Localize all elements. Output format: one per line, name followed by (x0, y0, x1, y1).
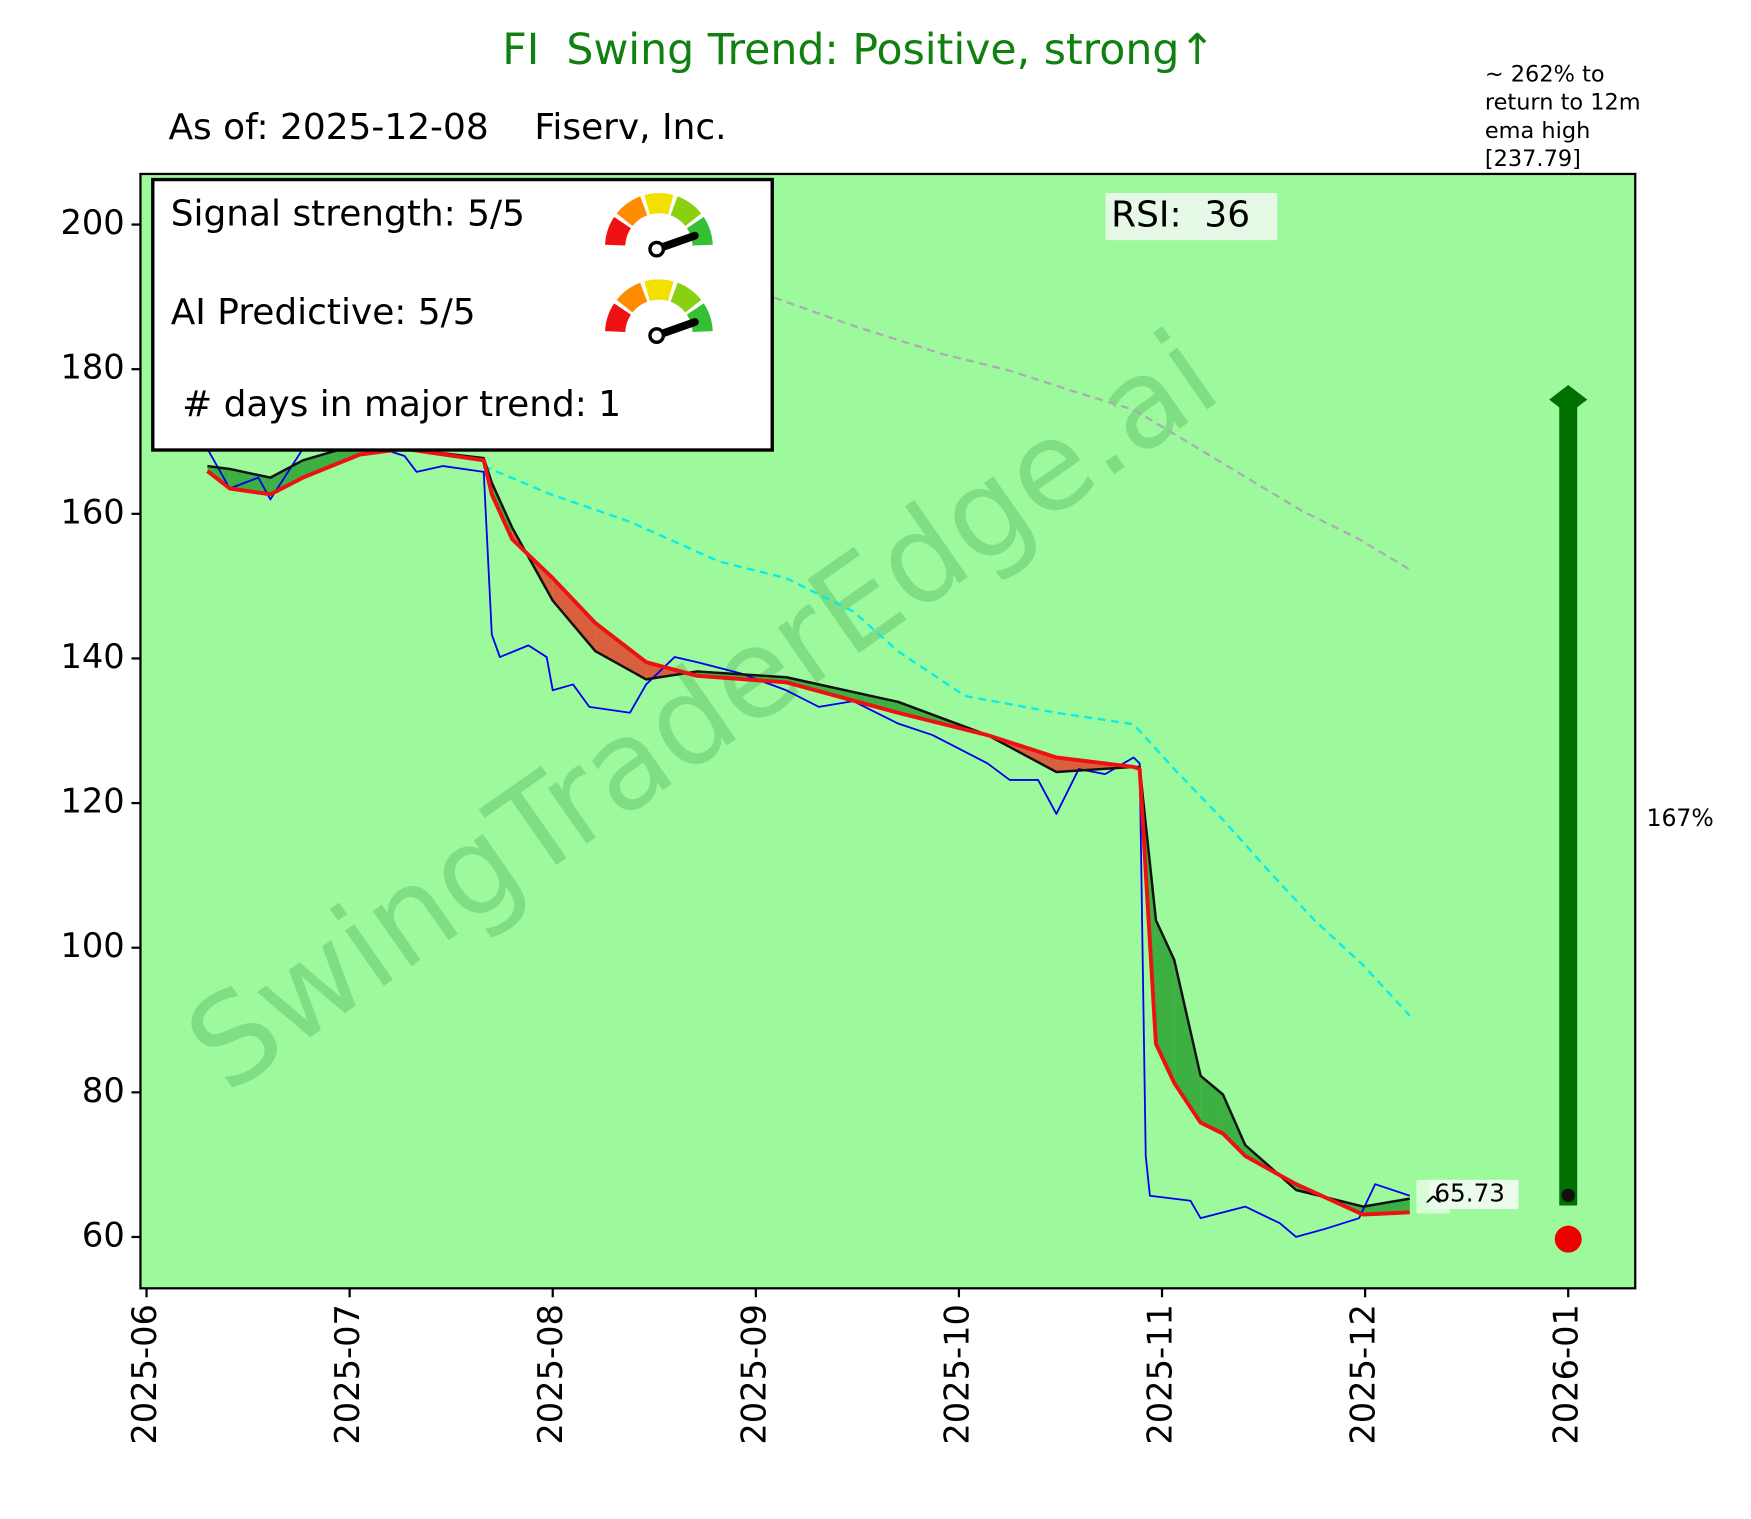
trend-fill (1174, 960, 1201, 1123)
legend-text: AI Predictive: 5/5 (171, 292, 476, 333)
trend-fill (595, 623, 647, 680)
x-tick-label: 2025-08 (531, 1304, 570, 1445)
price-label-bg (1428, 1179, 1519, 1209)
target-head (1549, 384, 1588, 415)
y-tick-label: 60 (82, 1215, 125, 1254)
y-tick-label: 100 (60, 926, 124, 965)
trend-fill (552, 578, 596, 652)
line-series (206, 446, 1410, 1217)
trend-fill (1155, 920, 1175, 1083)
gauge-segment (670, 196, 702, 227)
gauge-segment (616, 282, 648, 313)
x-tick-label: 2025-09 (734, 1304, 773, 1445)
x-tick-label: 2025-07 (328, 1304, 367, 1445)
note-text: return to 12m (1485, 90, 1641, 116)
x-tick-label: 2025-11 (1141, 1304, 1180, 1445)
note-text: ~ 262% to (1485, 62, 1605, 88)
note-text: ema high (1485, 118, 1590, 144)
legend-text: Signal strength: 5/5 (171, 193, 525, 234)
last-marker: ^ (1423, 1191, 1444, 1220)
target-label: 167% (1646, 804, 1713, 832)
gauge-segment (644, 279, 674, 301)
rsi-bg (1105, 193, 1278, 241)
gauge-segment (605, 216, 631, 246)
last-price-label: 65.73 (1434, 1178, 1505, 1207)
chart-title: FI Swing Trend: Positive, strong↑ (502, 25, 1215, 75)
target-low (1554, 1225, 1582, 1253)
y-tick-label: 160 (60, 492, 124, 531)
note-text: [237.79] (1485, 146, 1581, 172)
last-price-dot (1561, 1188, 1575, 1203)
y-tick-label: 200 (60, 203, 124, 242)
rsi-label: RSI: 36 (1111, 195, 1250, 236)
trend-fill (1363, 1198, 1410, 1215)
x-tick-label: 2025-12 (1344, 1304, 1383, 1445)
legend-box (151, 177, 774, 452)
plot-frame (139, 172, 1637, 1290)
x-tick-label: 2025-06 (125, 1304, 164, 1445)
gauge-segment (605, 303, 631, 332)
legend-text: # days in major trend: 1 (171, 384, 621, 425)
chart-subtitle: As of: 2025-12-08 Fiserv, Inc. (169, 107, 727, 148)
gauge-segment (616, 196, 648, 227)
line-series (206, 433, 1411, 1238)
x-tick-label: 2026-01 (1547, 1304, 1586, 1445)
y-tick-label: 180 (60, 348, 124, 387)
y-tick-label: 120 (60, 782, 124, 821)
y-tick-label: 140 (60, 637, 124, 676)
x-tick-label: 2025-10 (937, 1304, 976, 1445)
trend-fill (302, 443, 360, 478)
gauge-segment (670, 282, 702, 313)
gauge-segment (644, 193, 674, 215)
gauge-hub (648, 327, 666, 344)
y-tick-label: 80 (82, 1071, 125, 1110)
line-series (483, 465, 1411, 1017)
gauge-hub (648, 240, 666, 258)
line-series (773, 296, 1411, 571)
